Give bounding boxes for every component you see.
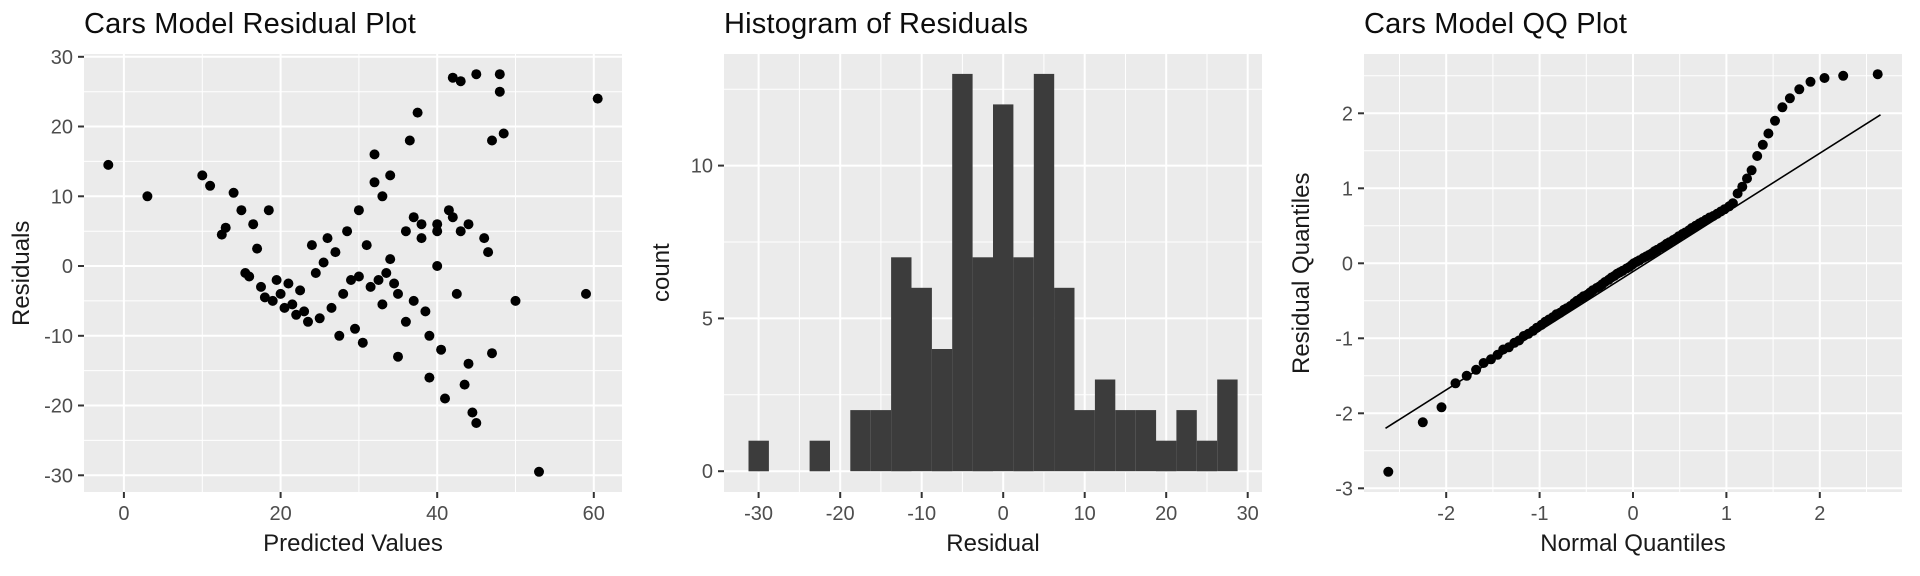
axis-tick-labels: -2 -1 0 1 2 -3 -2 -1 0 1 2 xyxy=(1335,103,1825,525)
svg-text:0: 0 xyxy=(1627,503,1638,525)
svg-text:20: 20 xyxy=(51,117,73,139)
qq-plot-figure: -2 -1 0 1 2 -3 -2 -1 0 1 2 Cars Model QQ Plot Resi… xyxy=(1280,0,1920,576)
svg-text:10: 10 xyxy=(1074,503,1096,525)
axis-tick-marks xyxy=(718,164,1249,498)
svg-text:0: 0 xyxy=(998,503,1009,525)
qq-plot-y-axis-label: Residual Quantiles xyxy=(1288,172,1315,374)
qq-plot-panel: -2 -1 0 1 2 -3 -2 -1 0 1 2 xyxy=(1335,54,1902,525)
residual-histogram-y-axis-label: count xyxy=(648,243,675,303)
svg-text:-1: -1 xyxy=(1531,503,1549,525)
svg-text:-30: -30 xyxy=(44,465,73,487)
svg-text:-20: -20 xyxy=(826,503,855,525)
residual-scatter-y-axis-label: Residuals xyxy=(8,220,35,326)
svg-text:0: 0 xyxy=(702,461,713,483)
svg-text:2: 2 xyxy=(1814,503,1825,525)
svg-text:60: 60 xyxy=(583,503,605,525)
qq-plot-title: Cars Model QQ Plot xyxy=(1364,8,1628,40)
residual-histogram-title: Histogram of Residuals xyxy=(724,8,1029,40)
svg-text:-2: -2 xyxy=(1335,403,1353,425)
svg-text:30: 30 xyxy=(51,47,73,69)
svg-text:1: 1 xyxy=(1721,503,1732,525)
qq-marks xyxy=(1383,69,1883,477)
svg-text:-3: -3 xyxy=(1335,478,1353,500)
svg-text:5: 5 xyxy=(702,308,713,330)
svg-text:-10: -10 xyxy=(907,503,936,525)
svg-text:40: 40 xyxy=(426,503,448,525)
residual-histogram-figure: -30 -20 -10 0 10 20 30 0 5 10 Histogram of Residu… xyxy=(640,0,1280,576)
residual-scatter-panel: 0 20 40 60 -30 -20 -10 0 10 20 30 xyxy=(44,47,622,525)
svg-text:10: 10 xyxy=(51,186,73,208)
svg-text:20: 20 xyxy=(269,503,291,525)
svg-text:30: 30 xyxy=(1237,503,1259,525)
scatter-marks xyxy=(103,69,603,477)
residual-scatter-x-axis-label: Predicted Values xyxy=(263,530,443,557)
svg-text:-10: -10 xyxy=(44,326,73,348)
svg-text:0: 0 xyxy=(1342,253,1353,275)
svg-text:-1: -1 xyxy=(1335,328,1353,350)
qq-plot-x-axis-label: Normal Quantiles xyxy=(1540,530,1726,557)
svg-text:0: 0 xyxy=(62,256,73,278)
axis-tick-labels: -30 -20 -10 0 10 20 30 0 5 10 xyxy=(691,156,1259,525)
svg-text:-2: -2 xyxy=(1437,503,1455,525)
panel-background xyxy=(84,54,622,492)
axis-tick-marks xyxy=(1358,112,1821,498)
axis-tick-labels: 0 20 40 60 -30 -20 -10 0 10 20 30 xyxy=(44,47,605,525)
residual-scatter-figure: 0 20 40 60 -30 -20 -10 0 10 20 30 Cars Model Resid… xyxy=(0,0,640,576)
svg-text:1: 1 xyxy=(1342,178,1353,200)
svg-text:20: 20 xyxy=(1155,503,1177,525)
residual-histogram-panel: -30 -20 -10 0 10 20 30 0 5 10 xyxy=(691,54,1262,525)
grid-major-lines xyxy=(84,54,622,492)
histogram-marks xyxy=(748,73,1238,472)
svg-text:-30: -30 xyxy=(744,503,773,525)
svg-text:2: 2 xyxy=(1342,103,1353,125)
grid-major-lines xyxy=(1364,54,1902,492)
svg-text:-20: -20 xyxy=(44,396,73,418)
svg-text:10: 10 xyxy=(691,156,713,178)
svg-text:0: 0 xyxy=(118,503,129,525)
axis-tick-marks xyxy=(78,55,595,498)
residual-scatter-title: Cars Model Residual Plot xyxy=(84,8,416,40)
residual-histogram-x-axis-label: Residual xyxy=(946,530,1040,557)
